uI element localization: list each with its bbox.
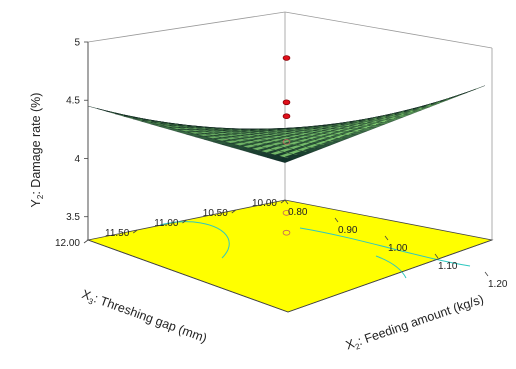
z-axis: 3.5 4 4.5 5 Y2: Damage rate (%) bbox=[29, 38, 89, 240]
design-point bbox=[282, 210, 291, 216]
y-tick-label: 11.00 bbox=[154, 218, 179, 229]
floor-contours bbox=[159, 221, 471, 279]
design-point bbox=[282, 139, 291, 145]
y-tick-label: 10.00 bbox=[252, 198, 277, 209]
y-tick-mark bbox=[182, 219, 187, 224]
y-axis-line bbox=[87, 239, 289, 313]
x-axis-line bbox=[287, 239, 493, 313]
response-surface bbox=[87, 85, 486, 163]
z-tick-labels: 3.5 4 4.5 5 bbox=[66, 38, 88, 223]
y-tick-mark bbox=[133, 229, 138, 234]
x-axis-title-rest: : Feeding amount (kg/s) bbox=[356, 292, 485, 348]
z-tick-label: 5 bbox=[74, 38, 80, 49]
design-point bbox=[282, 113, 291, 119]
y-axis-title-rest: : Threshing gap (mm) bbox=[92, 291, 209, 345]
x-tick-mark bbox=[484, 271, 489, 277]
x-tick-mark bbox=[384, 235, 389, 241]
box-edge bbox=[87, 11, 286, 43]
y-tick-label: 12.00 bbox=[55, 238, 80, 249]
floor-contour-line bbox=[159, 221, 230, 259]
design-points bbox=[282, 55, 291, 236]
design-point bbox=[282, 99, 291, 106]
x-axis-title-sub: 2 bbox=[354, 341, 362, 351]
y-axis-title: X3: Threshing gap (mm) bbox=[79, 287, 209, 347]
z-axis-title-sub: 2 bbox=[36, 194, 45, 199]
design-point bbox=[282, 229, 291, 236]
x-tick-label: 1.20 bbox=[488, 279, 508, 290]
x-tick-mark bbox=[284, 199, 289, 205]
z-axis-title: Y2: Damage rate (%) bbox=[29, 93, 45, 208]
surface-cell bbox=[466, 85, 486, 93]
z-axis-title-prefix: Y bbox=[29, 198, 43, 207]
y-tick-labels: 10.00 10.50 11.00 11.50 12.00 bbox=[55, 198, 286, 249]
x-axis-title: X2: Feeding amount (kg/s) bbox=[344, 292, 486, 354]
floor-contour-line bbox=[299, 227, 471, 267]
x-tick-label: 1.10 bbox=[438, 261, 458, 272]
x-tick-mark bbox=[334, 217, 339, 223]
design-point bbox=[282, 55, 291, 61]
x-tick-label: 1.00 bbox=[388, 243, 408, 254]
y-axis-title-sub: 3 bbox=[87, 297, 95, 307]
z-axis-title-rest: : Damage rate (%) bbox=[29, 93, 43, 195]
x-tick-label: 0.90 bbox=[338, 225, 358, 236]
z-tick-label: 3.5 bbox=[66, 212, 80, 223]
y-tick-mark bbox=[280, 199, 286, 204]
y-tick-label: 10.50 bbox=[203, 208, 228, 219]
x-tick-label: 0.80 bbox=[288, 207, 308, 218]
x-tick-mark bbox=[434, 253, 439, 259]
box-edge bbox=[284, 11, 493, 49]
z-tick-label: 4 bbox=[74, 154, 80, 165]
floor-contour-line bbox=[375, 255, 407, 279]
z-tick-label: 4.5 bbox=[66, 96, 80, 107]
y-tick-label: 11.50 bbox=[105, 228, 130, 239]
y-tick-mark bbox=[83, 239, 89, 244]
y-tick-mark bbox=[231, 209, 236, 214]
x-tick-labels: 0.80 0.90 1.00 1.10 1.20 bbox=[284, 199, 508, 290]
